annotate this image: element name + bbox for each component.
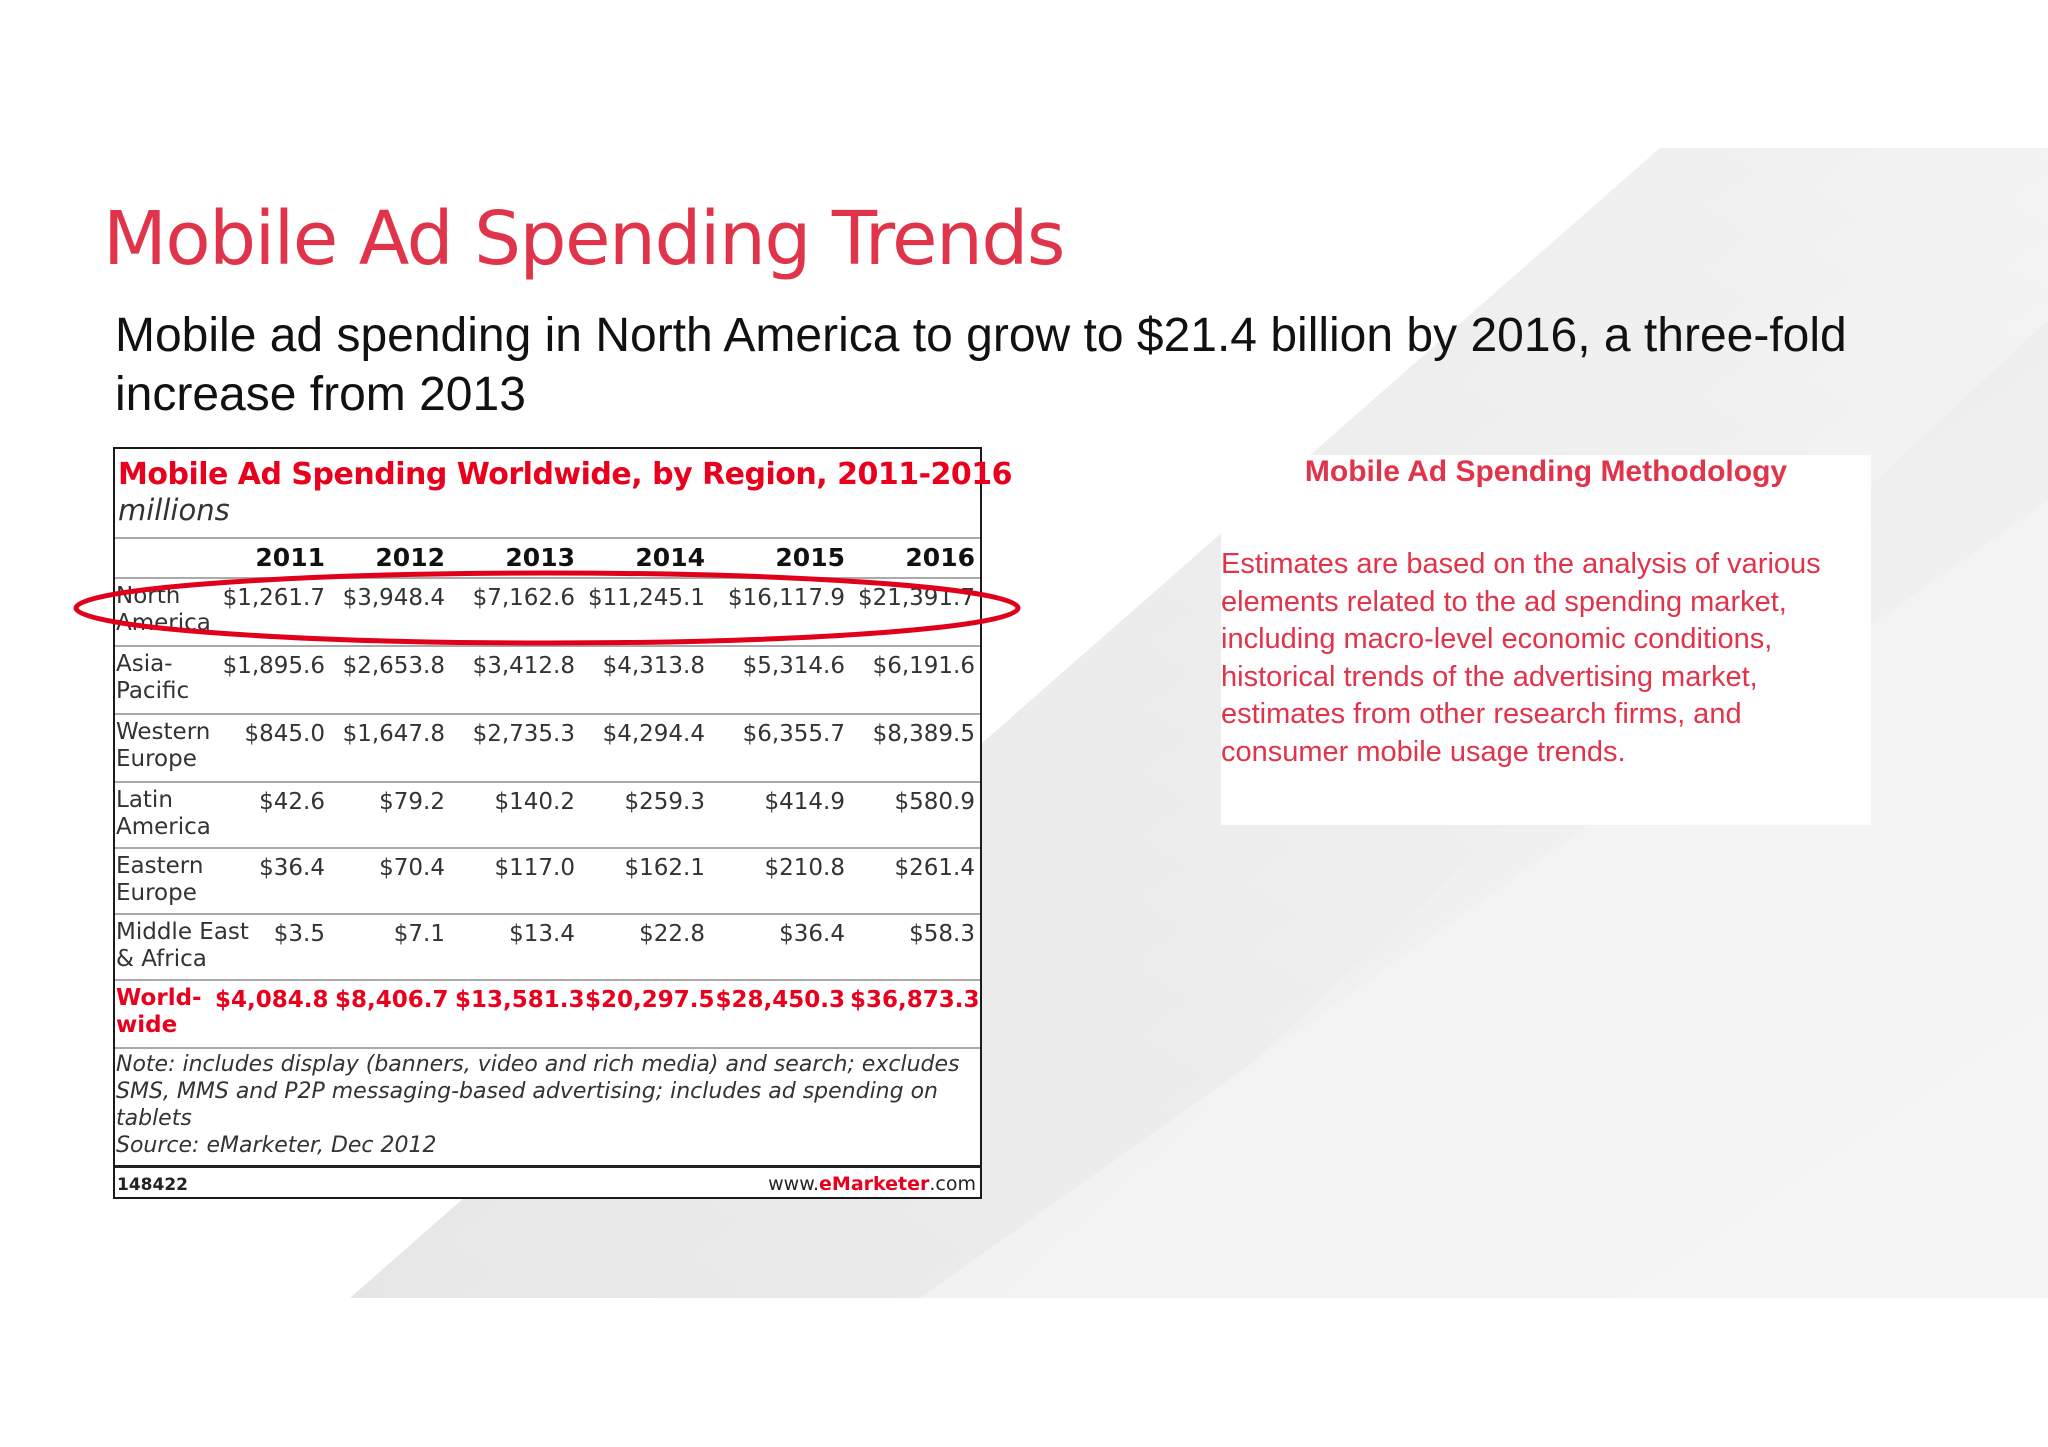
- site-prefix: www.: [768, 1173, 820, 1195]
- table-cell: $79.2: [379, 789, 445, 815]
- table-title: Mobile Ad Spending Worldwide, by Region,…: [118, 457, 1013, 492]
- region-label: Asia-Pacific: [116, 651, 190, 704]
- divider: [115, 1165, 980, 1168]
- table-cell: $4,313.8: [602, 653, 705, 679]
- table-cell: $42.6: [259, 789, 325, 815]
- divider: [115, 781, 980, 783]
- table-cell: $7.1: [393, 921, 445, 947]
- methodology-title: Mobile Ad Spending Methodology: [1304, 455, 1788, 488]
- table-cell: $580.9: [894, 789, 975, 815]
- column-header: 2013: [505, 543, 575, 572]
- table-row: Eastern Europe $36.4 $70.4 $117.0 $162.1…: [115, 849, 980, 915]
- table-cell: $13,581.3: [455, 987, 585, 1013]
- table-cell: $70.4: [379, 855, 445, 881]
- table-cell: $2,653.8: [342, 653, 445, 679]
- table-cell: $1,895.6: [222, 653, 325, 679]
- region-label: Latin America: [116, 787, 211, 840]
- column-header: 2016: [905, 543, 975, 572]
- table-cell: $3,412.8: [472, 653, 575, 679]
- slide-title: Mobile Ad Spending Trends: [103, 196, 1065, 282]
- region-label: Middle East & Africa: [116, 919, 249, 972]
- table-cell: $6,191.6: [872, 653, 975, 679]
- table-cell: $13.4: [509, 921, 575, 947]
- table-units: millions: [118, 493, 230, 527]
- divider: [115, 645, 980, 647]
- column-header: 2014: [635, 543, 705, 572]
- table-cell: $36.4: [259, 855, 325, 881]
- table-cell: $1,647.8: [342, 721, 445, 747]
- table-cell: $117.0: [494, 855, 575, 881]
- table-cell: $7,162.6: [472, 585, 575, 611]
- site-brand: eMarketer: [819, 1173, 930, 1195]
- table-cell: $261.4: [894, 855, 975, 881]
- table-cell: $3,948.4: [342, 585, 445, 611]
- table-cell: $4,294.4: [602, 721, 705, 747]
- total-label: World-wide: [116, 985, 202, 1038]
- table-row: North America $1,261.7 $3,948.4 $7,162.6…: [115, 579, 980, 645]
- table-cell: $3.5: [273, 921, 325, 947]
- table-cell: $4,084.8: [215, 987, 329, 1013]
- table-cell: $140.2: [494, 789, 575, 815]
- table-cell: $20,297.5: [585, 987, 715, 1013]
- column-header: 2015: [775, 543, 845, 572]
- table-cell: $16,117.9: [727, 585, 845, 611]
- table-row: Asia-Pacific $1,895.6 $2,653.8 $3,412.8 …: [115, 647, 980, 713]
- divider: [115, 913, 980, 915]
- table-footnote: Note: includes display (banners, video a…: [116, 1051, 976, 1159]
- table-cell: $845.0: [244, 721, 325, 747]
- table-cell: $58.3: [909, 921, 975, 947]
- table-cell: $8,406.7: [335, 987, 449, 1013]
- divider: [115, 1047, 980, 1049]
- divider: [115, 537, 980, 539]
- table-row: Western Europe $845.0 $1,647.8 $2,735.3 …: [115, 715, 980, 781]
- table-cell: $28,450.3: [715, 987, 846, 1013]
- source-website: www.eMarketer.com: [768, 1173, 976, 1195]
- slide-subtitle: Mobile ad spending in North America to g…: [115, 309, 1847, 421]
- region-label: Western Europe: [116, 719, 211, 772]
- site-suffix: .com: [929, 1173, 976, 1195]
- divider: [115, 847, 980, 849]
- table-cell: $6,355.7: [742, 721, 845, 747]
- table-cell: $11,245.1: [587, 585, 705, 611]
- table-cell: $36.4: [779, 921, 845, 947]
- table-cell: $2,735.3: [472, 721, 575, 747]
- table-note: Note: includes display (banners, video a…: [116, 1052, 960, 1131]
- methodology-body: Estimates are based on the analysis of v…: [1221, 548, 1821, 768]
- table-row: Latin America $42.6 $79.2 $140.2 $259.3 …: [115, 783, 980, 849]
- table-cell: $8,389.5: [872, 721, 975, 747]
- table-cell: $162.1: [624, 855, 705, 881]
- divider: [115, 713, 980, 715]
- table-cell: $1,261.7: [222, 585, 325, 611]
- table-cell: $414.9: [764, 789, 845, 815]
- table-cell: $22.8: [639, 921, 705, 947]
- divider: [115, 577, 980, 579]
- ad-spending-table: Mobile Ad Spending Worldwide, by Region,…: [113, 447, 1013, 1199]
- table-source: Source: eMarketer, Dec 2012: [116, 1133, 437, 1158]
- chart-id: 148422: [117, 1175, 188, 1195]
- table-row: Middle East & Africa $3.5 $7.1 $13.4 $22…: [115, 915, 980, 981]
- table-cell: $5,314.6: [742, 653, 845, 679]
- column-header: 2011: [255, 543, 325, 572]
- table-cell: $36,873.3: [850, 987, 980, 1013]
- region-label: Eastern Europe: [116, 853, 204, 906]
- table-cell: $210.8: [764, 855, 845, 881]
- highlight-ellipse: [73, 570, 1021, 646]
- divider: [115, 979, 980, 981]
- table-row-total: World-wide $4,084.8 $8,406.7 $13,581.3 $…: [115, 981, 980, 1047]
- methodology-box: Mobile Ad Spending Methodology Estimates…: [1221, 455, 1871, 825]
- table-cell: $259.3: [624, 789, 705, 815]
- column-header: 2012: [375, 543, 445, 572]
